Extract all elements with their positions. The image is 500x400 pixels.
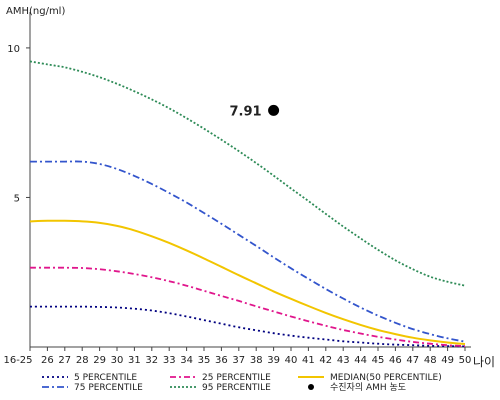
x-tick-label: 39 — [267, 355, 280, 366]
patient-amh-value-label: 7.91 — [230, 104, 262, 119]
x-tick-label: 27 — [58, 355, 71, 366]
y-tick-label: 10 — [7, 44, 20, 55]
series-line-5-percentile — [30, 305, 466, 348]
x-tick-label: 33 — [163, 355, 176, 366]
x-tick-label: 37 — [232, 355, 245, 366]
y-tick-label: 5 — [14, 193, 20, 204]
legend-label: 95 PERCENTILE — [202, 383, 271, 393]
x-tick-label: 43 — [337, 355, 350, 366]
x-tick-label: 41 — [302, 355, 315, 366]
legend-label: 5 PERCENTILE — [74, 373, 137, 383]
legend-item: 5 PERCENTILE — [42, 373, 137, 383]
y-axis-label: AMH(ng/ml) — [6, 6, 65, 17]
series-line-25-percentile — [29, 266, 466, 347]
x-tick-label: 42 — [319, 355, 332, 366]
legend-item: 수진자의 AMH 농도 — [308, 382, 406, 393]
legend-item: 95 PERCENTILE — [170, 383, 271, 393]
x-axis-label: 나이 — [473, 355, 495, 369]
x-tick-label: 35 — [198, 355, 211, 366]
legend-label: 25 PERCENTILE — [202, 373, 271, 383]
x-tick-label: 26 — [41, 355, 54, 366]
x-tick-label: 32 — [145, 355, 158, 366]
x-tick-label: 31 — [128, 355, 141, 366]
x-tick-label: 47 — [406, 355, 419, 366]
legend-item: 75 PERCENTILE — [42, 383, 143, 393]
x-tick-label: 45 — [372, 355, 385, 366]
x-tick-label: 49 — [441, 355, 454, 366]
x-tick-label: 30 — [111, 355, 124, 366]
patient-amh-point — [268, 104, 280, 116]
x-tick-label: 40 — [285, 355, 298, 366]
x-tick-label: 34 — [180, 355, 193, 366]
legend-item: 25 PERCENTILE — [170, 373, 271, 383]
points-layer: 7.91 — [230, 104, 280, 119]
x-tick-label: 29 — [93, 355, 106, 366]
series-line-95-percentile — [29, 60, 466, 287]
legend-label: 수진자의 AMH 농도 — [330, 382, 406, 393]
legend-label: MEDIAN(50 PERCENTILE) — [330, 373, 442, 383]
series-line-median-50-percentile- — [29, 219, 466, 345]
x-tick-label: 50 — [459, 355, 472, 366]
x-tick-label: 44 — [354, 355, 367, 366]
legend-point-marker — [308, 384, 314, 390]
legend-item: MEDIAN(50 PERCENTILE) — [298, 373, 442, 383]
x-tick-label: 16-25 — [3, 355, 32, 366]
series-layer — [29, 60, 466, 348]
legend: 5 PERCENTILE 25 PERCENTILE MEDIAN(50 PERCE… — [42, 373, 442, 393]
legend-label: 75 PERCENTILE — [74, 383, 143, 393]
series-line-75-percentile — [30, 160, 466, 343]
x-tick-label: 46 — [389, 355, 402, 366]
x-tick-label: 28 — [76, 355, 89, 366]
x-tick-label: 36 — [215, 355, 228, 366]
x-tick-label: 48 — [424, 355, 437, 366]
x-tick-label: 38 — [250, 355, 263, 366]
chart-axes: AMH(ng/ml) 5 10 16-25 26 27 28 29 30 31 32 33 34 35 36… — [3, 6, 495, 369]
